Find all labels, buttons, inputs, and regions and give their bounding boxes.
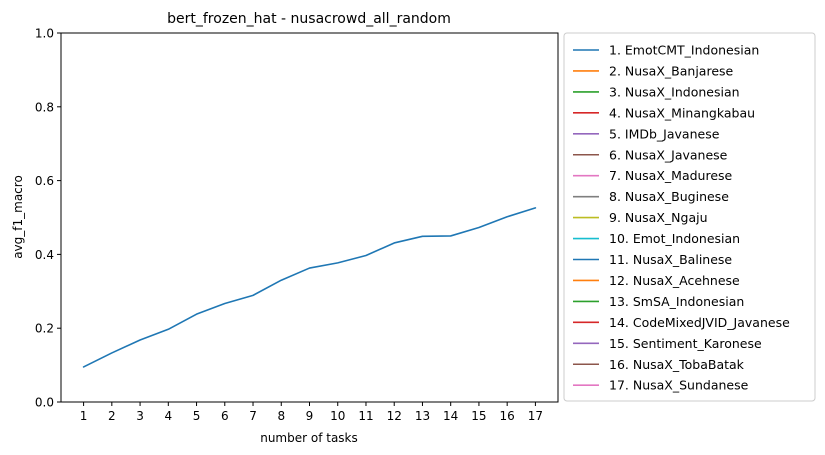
y-tick-label: 0.4	[35, 248, 54, 262]
x-tick-label: 14	[443, 409, 458, 423]
legend-label: 1. EmotCMT_Indonesian	[609, 43, 759, 58]
x-axis-label: number of tasks	[260, 431, 358, 445]
x-tick-label: 9	[306, 409, 314, 423]
x-tick-label: 4	[164, 409, 172, 423]
legend-label: 3. NusaX_Indonesian	[609, 84, 740, 99]
y-tick-label: 0.6	[35, 174, 54, 188]
legend-label: 15. Sentiment_Karonese	[609, 336, 762, 351]
x-tick-label: 8	[277, 409, 285, 423]
x-tick-label: 11	[358, 409, 373, 423]
y-tick-label: 0.2	[35, 322, 54, 336]
plot-area: 1 2 3 4 5 6 7 8 9 10 11 12 13 14 15 16 17 0.00.20.40.60.…	[35, 27, 559, 423]
legend-label: 7. NusaX_Madurese	[609, 168, 733, 183]
legend-label: 14. CodeMixedJVID_Javanese	[609, 315, 790, 330]
chart-title: bert_frozen_hat - nusacrowd_all_random	[167, 11, 451, 27]
legend-label: 2. NusaX_Banjarese	[609, 63, 734, 78]
x-tick-label: 13	[415, 409, 430, 423]
x-tick-label: 16	[500, 409, 515, 423]
legend-label: 10. Emot_Indonesian	[609, 231, 740, 246]
legend-label: 13. SmSA_Indonesian	[609, 294, 744, 309]
x-tick-label: 2	[108, 409, 116, 423]
x-axis: 1 2 3 4 5 6 7 8 9 10 11 12 13 14 15 16 17	[80, 402, 543, 423]
legend-label: 6. NusaX_Javanese	[609, 147, 728, 162]
x-tick-label: 15	[471, 409, 486, 423]
legend-label: 12. NusaX_Acehnese	[609, 273, 740, 288]
legend-label: 17. NusaX_Sundanese	[609, 378, 749, 393]
x-tick-label: 17	[528, 409, 543, 423]
x-tick-label: 10	[330, 409, 345, 423]
x-tick-label: 5	[193, 409, 201, 423]
x-tick-label: 1	[80, 409, 88, 423]
legend-label: 4. NusaX_Minangkabau	[609, 105, 755, 120]
legend-frame	[563, 32, 816, 402]
y-tick-label: 0.0	[35, 396, 54, 410]
legend: 1. EmotCMT_Indonesian 2. NusaX_Banjarese 3…	[563, 32, 816, 402]
plot-frame	[60, 32, 559, 403]
y-axis: 0.0 0.2 0.4 0.6 0.8 1.0	[35, 27, 61, 410]
legend-label: 16. NusaX_TobaBatak	[609, 357, 745, 372]
x-tick-label: 3	[136, 409, 144, 423]
legend-label: 8. NusaX_Buginese	[609, 189, 729, 204]
series-layer	[82, 207, 537, 368]
x-tick-label: 12	[387, 409, 402, 423]
y-tick-label: 1.0	[35, 27, 54, 41]
y-tick-label: 0.8	[35, 100, 54, 114]
legend-label: 11. NusaX_Balinese	[609, 252, 732, 267]
y-axis-label: avg_f1_macro	[11, 175, 25, 259]
x-tick-label: 6	[221, 409, 229, 423]
series-line	[82, 207, 537, 368]
legend-label: 5. IMDb_Javanese	[609, 126, 720, 141]
x-tick-label: 7	[249, 409, 257, 423]
legend-label: 9. NusaX_Ngaju	[609, 210, 708, 225]
